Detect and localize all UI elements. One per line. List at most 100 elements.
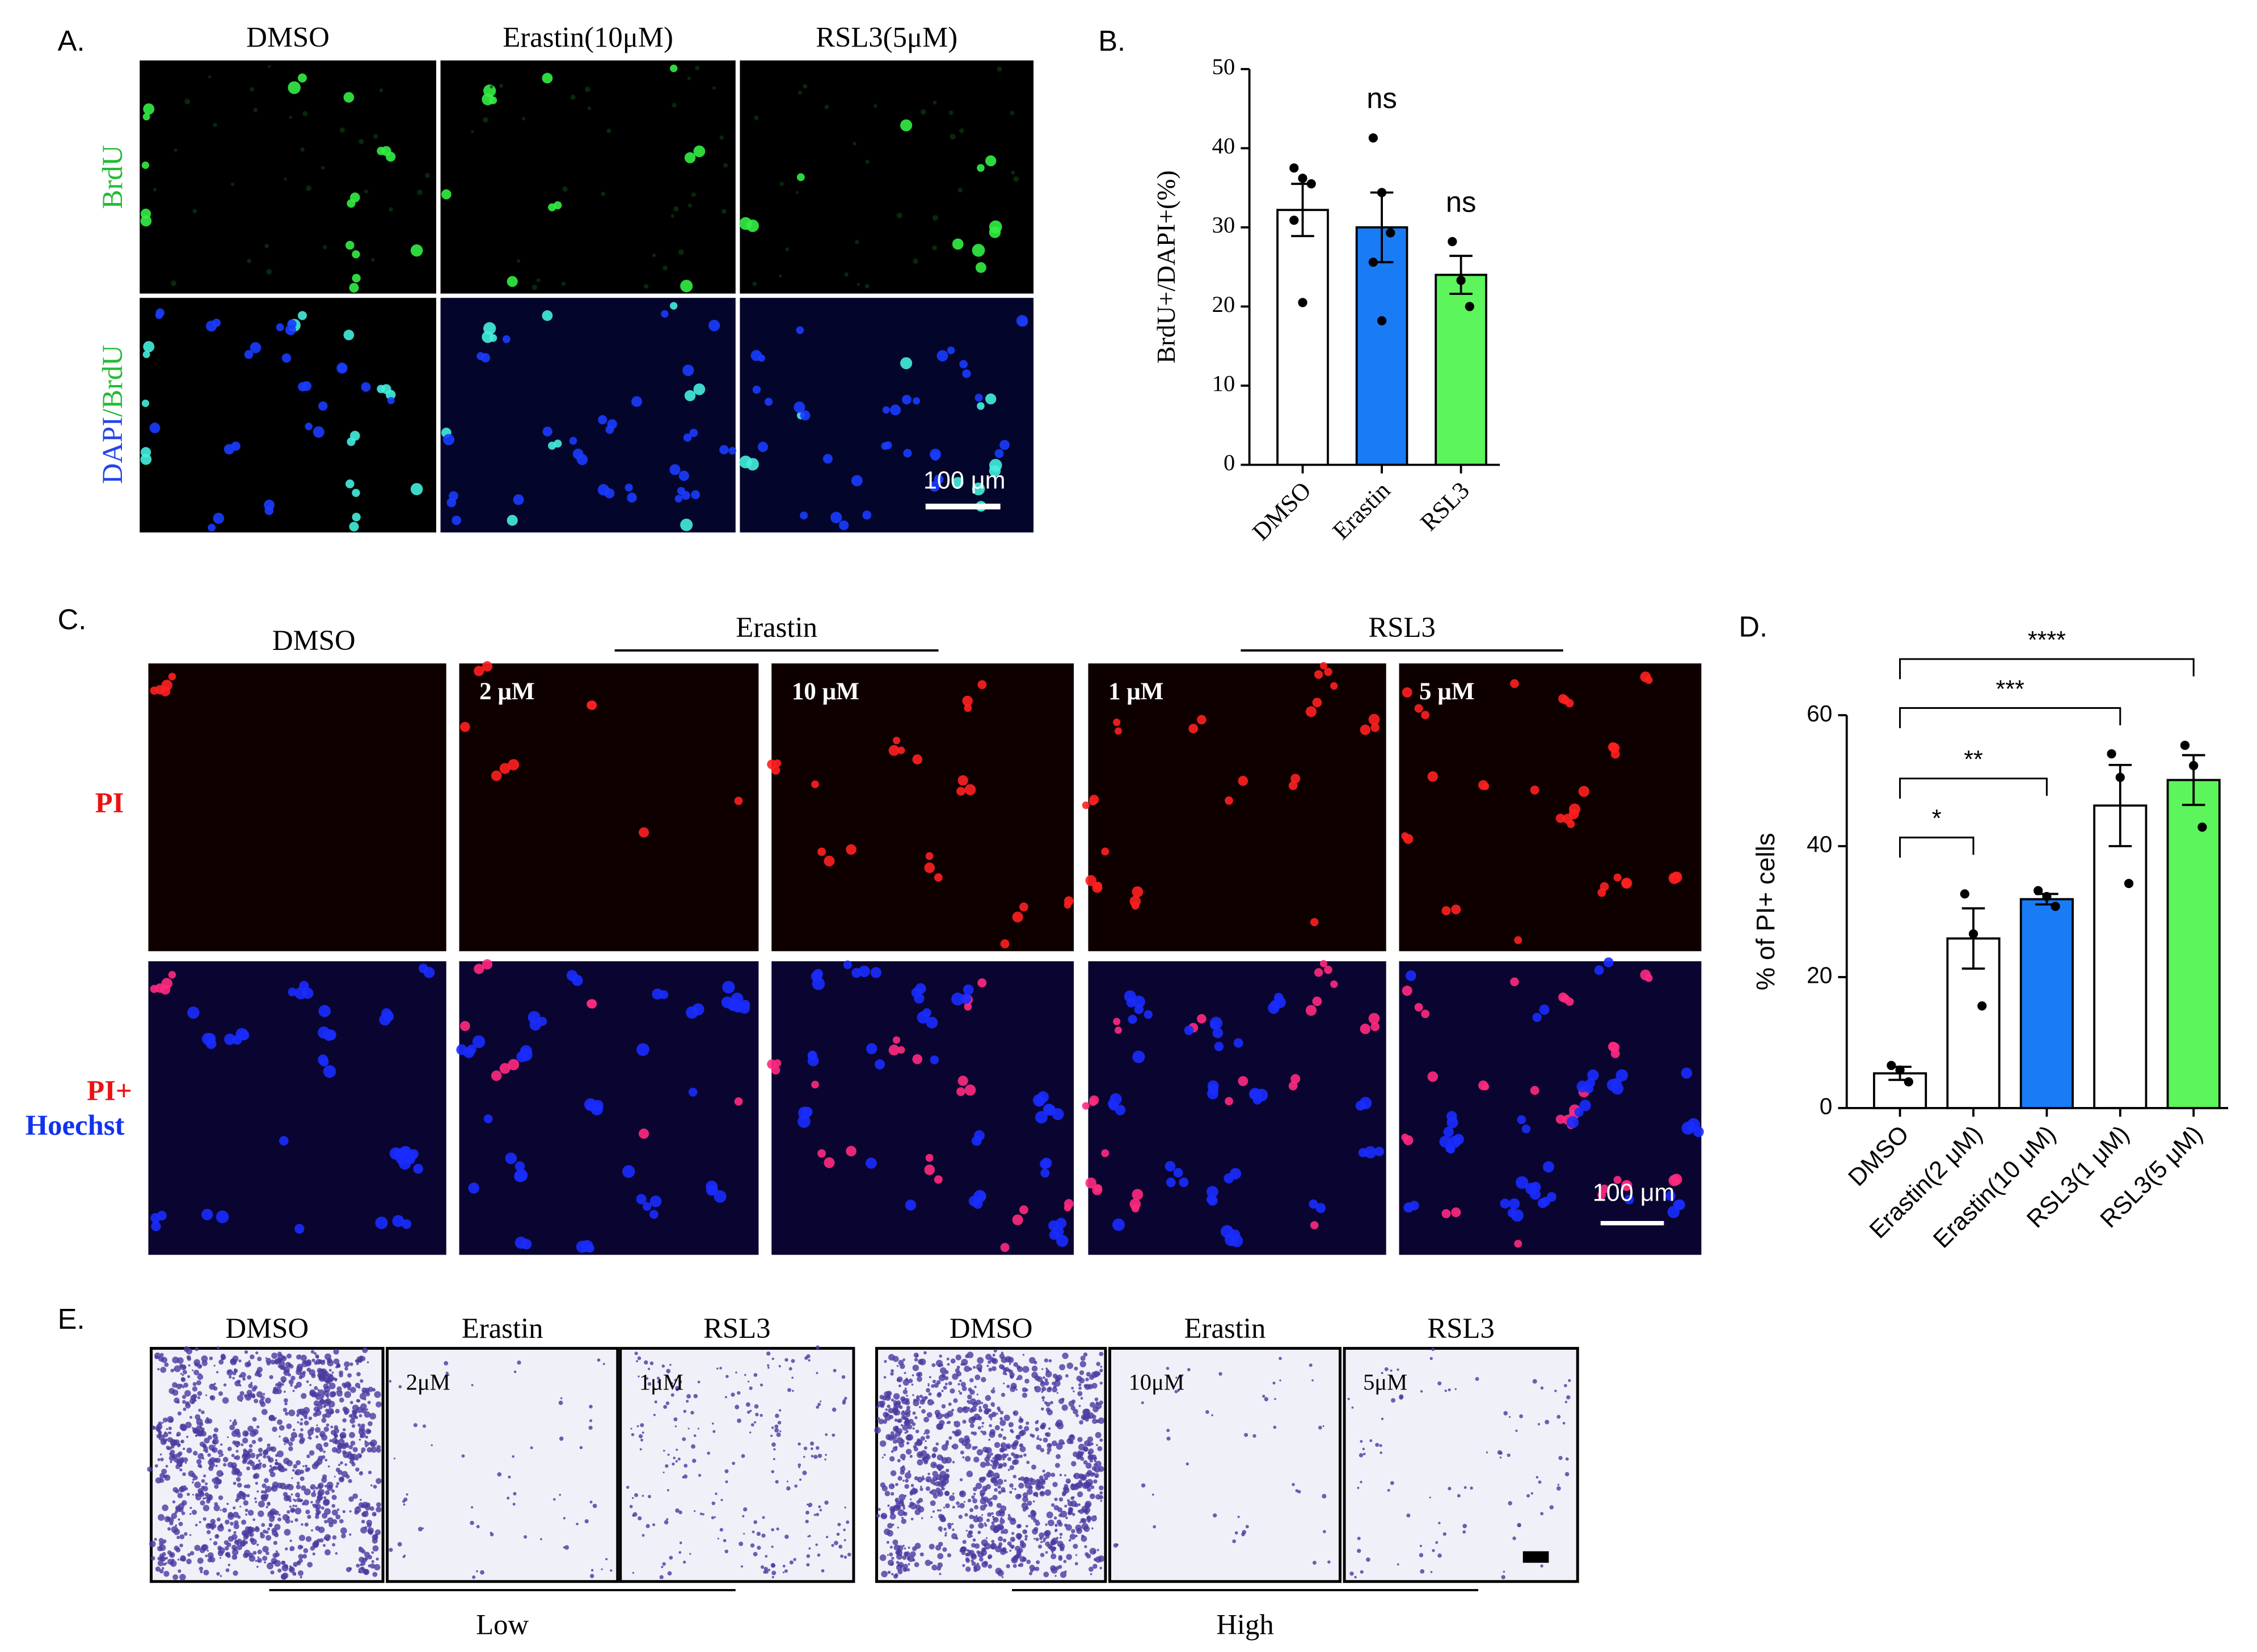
cell	[1381, 1372, 1383, 1375]
cell	[866, 1043, 878, 1054]
cell	[200, 1500, 205, 1506]
cell	[212, 1433, 218, 1439]
cell	[978, 1522, 984, 1529]
cell	[303, 1548, 309, 1553]
cell	[1051, 1472, 1056, 1477]
cell	[725, 1480, 728, 1484]
cell	[1057, 1540, 1064, 1548]
image-tile	[740, 298, 1034, 533]
cell	[476, 1570, 478, 1573]
cell	[349, 1455, 355, 1461]
cell	[844, 1506, 846, 1509]
cell	[1510, 679, 1519, 688]
cell	[1397, 1368, 1399, 1371]
y-tick-label: 10	[1212, 370, 1235, 396]
cell	[339, 1477, 344, 1481]
cell	[1043, 1104, 1055, 1116]
cell	[172, 1500, 176, 1503]
cell	[807, 1535, 809, 1537]
cell	[629, 1505, 633, 1509]
cell	[317, 1510, 322, 1514]
cell	[168, 971, 176, 979]
cell	[952, 1528, 955, 1531]
cell	[242, 1377, 246, 1381]
cell	[1040, 1381, 1045, 1387]
cell	[1399, 1394, 1404, 1399]
cell	[897, 1046, 905, 1054]
dose-label: 1 μM	[1108, 678, 1164, 705]
cell	[883, 1454, 886, 1456]
bar	[2093, 804, 2148, 1109]
cell	[482, 117, 488, 123]
cell	[739, 1541, 744, 1547]
cell	[925, 1486, 930, 1492]
cell	[885, 1408, 888, 1411]
cell	[1064, 1474, 1066, 1477]
cell	[403, 1503, 406, 1506]
cell	[1016, 315, 1028, 327]
cell	[483, 84, 496, 98]
cell	[322, 1474, 327, 1480]
cell	[969, 1524, 974, 1529]
cell	[352, 273, 361, 283]
cell	[1040, 1448, 1045, 1452]
cell	[331, 1489, 335, 1493]
cell	[788, 1367, 792, 1371]
cell	[955, 1429, 962, 1436]
cell	[846, 1520, 850, 1524]
cell	[1364, 1146, 1377, 1159]
cell	[281, 1564, 289, 1571]
cell	[846, 844, 857, 855]
cell	[268, 1457, 274, 1463]
cell	[207, 1552, 214, 1559]
cell	[1579, 1100, 1591, 1112]
cell	[847, 1552, 851, 1557]
cell	[1262, 1395, 1265, 1398]
cell	[1024, 1537, 1028, 1541]
cell	[971, 1535, 973, 1537]
cell	[1082, 801, 1090, 809]
cell	[923, 1351, 927, 1355]
cell	[1499, 1456, 1502, 1459]
cell	[491, 1070, 502, 1081]
cell	[744, 1374, 746, 1376]
cell	[770, 1563, 775, 1568]
cell	[985, 1484, 991, 1490]
cell	[1514, 1240, 1522, 1248]
cell	[1305, 706, 1317, 717]
cell	[913, 1444, 917, 1449]
cell	[258, 1510, 264, 1517]
cell	[1613, 873, 1622, 882]
cell	[723, 1539, 727, 1543]
cell	[159, 1569, 164, 1574]
cell	[1098, 1555, 1105, 1562]
cell	[938, 1526, 943, 1531]
cell	[269, 1524, 272, 1527]
cell	[244, 1362, 251, 1368]
cell	[1375, 1443, 1379, 1447]
cell	[179, 1574, 186, 1581]
cell	[274, 1462, 277, 1465]
cell	[912, 1427, 915, 1430]
cell	[250, 1430, 256, 1437]
cell	[785, 247, 790, 252]
cell	[231, 1454, 235, 1457]
cell	[1509, 1416, 1511, 1418]
cell	[930, 449, 941, 460]
cell	[1019, 1443, 1023, 1447]
cell	[330, 1425, 334, 1429]
cell	[692, 1003, 704, 1016]
row-label-part: /BrdU	[96, 345, 128, 417]
cell	[1360, 1481, 1362, 1484]
cell	[221, 1472, 224, 1476]
cell	[984, 1409, 990, 1415]
cell	[632, 1514, 635, 1517]
cell	[552, 1498, 556, 1501]
cell	[1010, 111, 1015, 116]
row-label: PI+	[87, 1075, 132, 1106]
cell	[305, 1464, 308, 1468]
cell	[343, 92, 355, 103]
cell	[157, 1560, 164, 1566]
data-point	[2034, 886, 2043, 895]
cell	[920, 1436, 925, 1441]
